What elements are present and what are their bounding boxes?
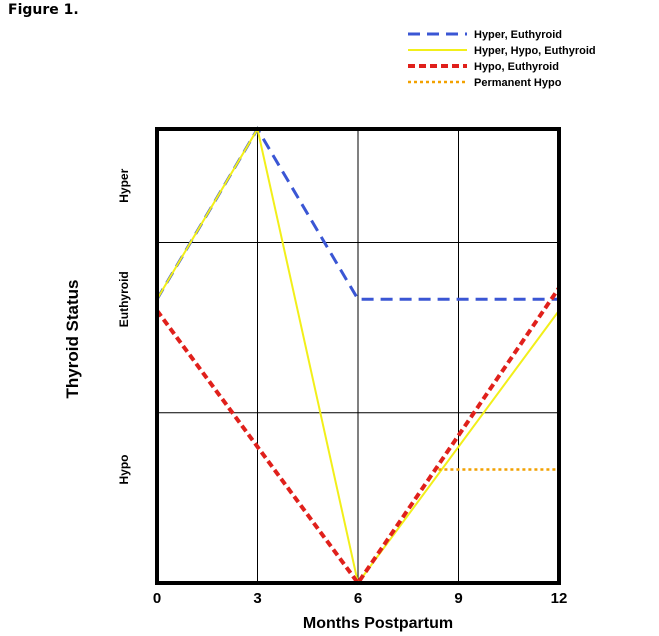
legend: Hyper, Euthyroid Hyper, Hypo, Euthyroid Hy… bbox=[408, 29, 596, 89]
x-tick-label: 12 bbox=[551, 590, 568, 607]
x-axis-label: Months Postpartum bbox=[303, 615, 453, 632]
series-layer bbox=[155, 126, 561, 587]
x-tick-label: 0 bbox=[153, 590, 161, 607]
legend-label: Hyper, Euthyroid bbox=[474, 29, 562, 41]
y-category-label: Hyper bbox=[117, 168, 131, 202]
x-tick-label: 3 bbox=[253, 590, 261, 607]
figure-label: Figure 1. bbox=[8, 2, 79, 18]
y-axis-label: Thyroid Status bbox=[63, 279, 82, 398]
legend-label: Hyper, Hypo, Euthyroid bbox=[474, 45, 596, 57]
y-category-label: Hypo bbox=[117, 455, 131, 485]
legend-label: Permanent Hypo bbox=[474, 77, 562, 89]
x-tick-label: 6 bbox=[354, 590, 362, 607]
legend-label: Hypo, Euthyroid bbox=[474, 61, 559, 73]
grid-lines bbox=[157, 129, 559, 583]
y-category-label: Euthyroid bbox=[117, 271, 131, 327]
y-category-labels: Hyper Euthyroid Hypo bbox=[117, 168, 131, 484]
series-line bbox=[155, 286, 561, 587]
x-tick-label: 9 bbox=[454, 590, 462, 607]
x-tick-labels: 0 3 6 9 12 bbox=[153, 590, 568, 607]
series-line bbox=[156, 126, 560, 586]
plot-frame bbox=[155, 127, 561, 585]
